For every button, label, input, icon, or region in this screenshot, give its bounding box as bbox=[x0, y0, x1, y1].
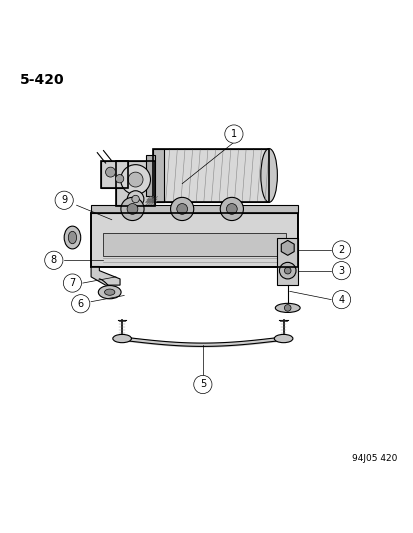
Circle shape bbox=[115, 175, 123, 183]
Circle shape bbox=[63, 274, 81, 292]
Text: 9: 9 bbox=[61, 195, 67, 205]
Circle shape bbox=[128, 172, 143, 187]
Circle shape bbox=[127, 204, 138, 214]
Circle shape bbox=[284, 304, 290, 311]
Ellipse shape bbox=[275, 303, 299, 312]
Bar bbox=[153, 149, 268, 203]
Circle shape bbox=[45, 251, 63, 269]
Ellipse shape bbox=[273, 334, 292, 343]
Text: 4: 4 bbox=[338, 295, 344, 305]
Bar bbox=[101, 161, 128, 188]
Text: 1: 1 bbox=[230, 129, 236, 139]
Bar bbox=[116, 161, 155, 206]
Text: 3: 3 bbox=[338, 265, 344, 276]
Circle shape bbox=[279, 262, 295, 279]
Circle shape bbox=[176, 204, 187, 214]
Text: 2: 2 bbox=[337, 245, 344, 255]
Text: 5-420: 5-420 bbox=[20, 72, 64, 87]
Text: 94J05 420: 94J05 420 bbox=[351, 454, 396, 463]
Polygon shape bbox=[280, 240, 294, 255]
Circle shape bbox=[193, 375, 211, 393]
Bar bbox=[103, 233, 285, 256]
Circle shape bbox=[170, 197, 193, 221]
Text: 5: 5 bbox=[199, 379, 206, 390]
Bar bbox=[101, 161, 128, 188]
Circle shape bbox=[332, 290, 350, 309]
Bar bbox=[91, 213, 297, 266]
Ellipse shape bbox=[64, 226, 81, 249]
Text: 6: 6 bbox=[78, 299, 83, 309]
Circle shape bbox=[71, 295, 90, 313]
Ellipse shape bbox=[260, 149, 277, 203]
Ellipse shape bbox=[98, 286, 121, 299]
Bar bbox=[145, 155, 154, 196]
Bar bbox=[153, 149, 163, 203]
Circle shape bbox=[332, 262, 350, 280]
Circle shape bbox=[284, 268, 290, 274]
Circle shape bbox=[105, 167, 115, 177]
Circle shape bbox=[121, 165, 150, 195]
Circle shape bbox=[55, 191, 73, 209]
Polygon shape bbox=[91, 266, 120, 285]
Ellipse shape bbox=[112, 334, 131, 343]
Bar bbox=[277, 238, 297, 285]
Circle shape bbox=[121, 197, 144, 221]
Text: 7: 7 bbox=[69, 278, 76, 288]
Circle shape bbox=[226, 204, 237, 214]
Circle shape bbox=[127, 191, 144, 207]
Ellipse shape bbox=[104, 289, 115, 295]
Bar bbox=[153, 149, 268, 203]
Circle shape bbox=[224, 125, 242, 143]
Circle shape bbox=[131, 195, 139, 203]
Bar bbox=[91, 205, 297, 213]
Ellipse shape bbox=[68, 231, 76, 244]
Circle shape bbox=[332, 241, 350, 259]
Circle shape bbox=[220, 197, 243, 221]
Text: 8: 8 bbox=[51, 255, 57, 265]
Bar bbox=[116, 161, 155, 206]
Bar bbox=[91, 213, 297, 266]
